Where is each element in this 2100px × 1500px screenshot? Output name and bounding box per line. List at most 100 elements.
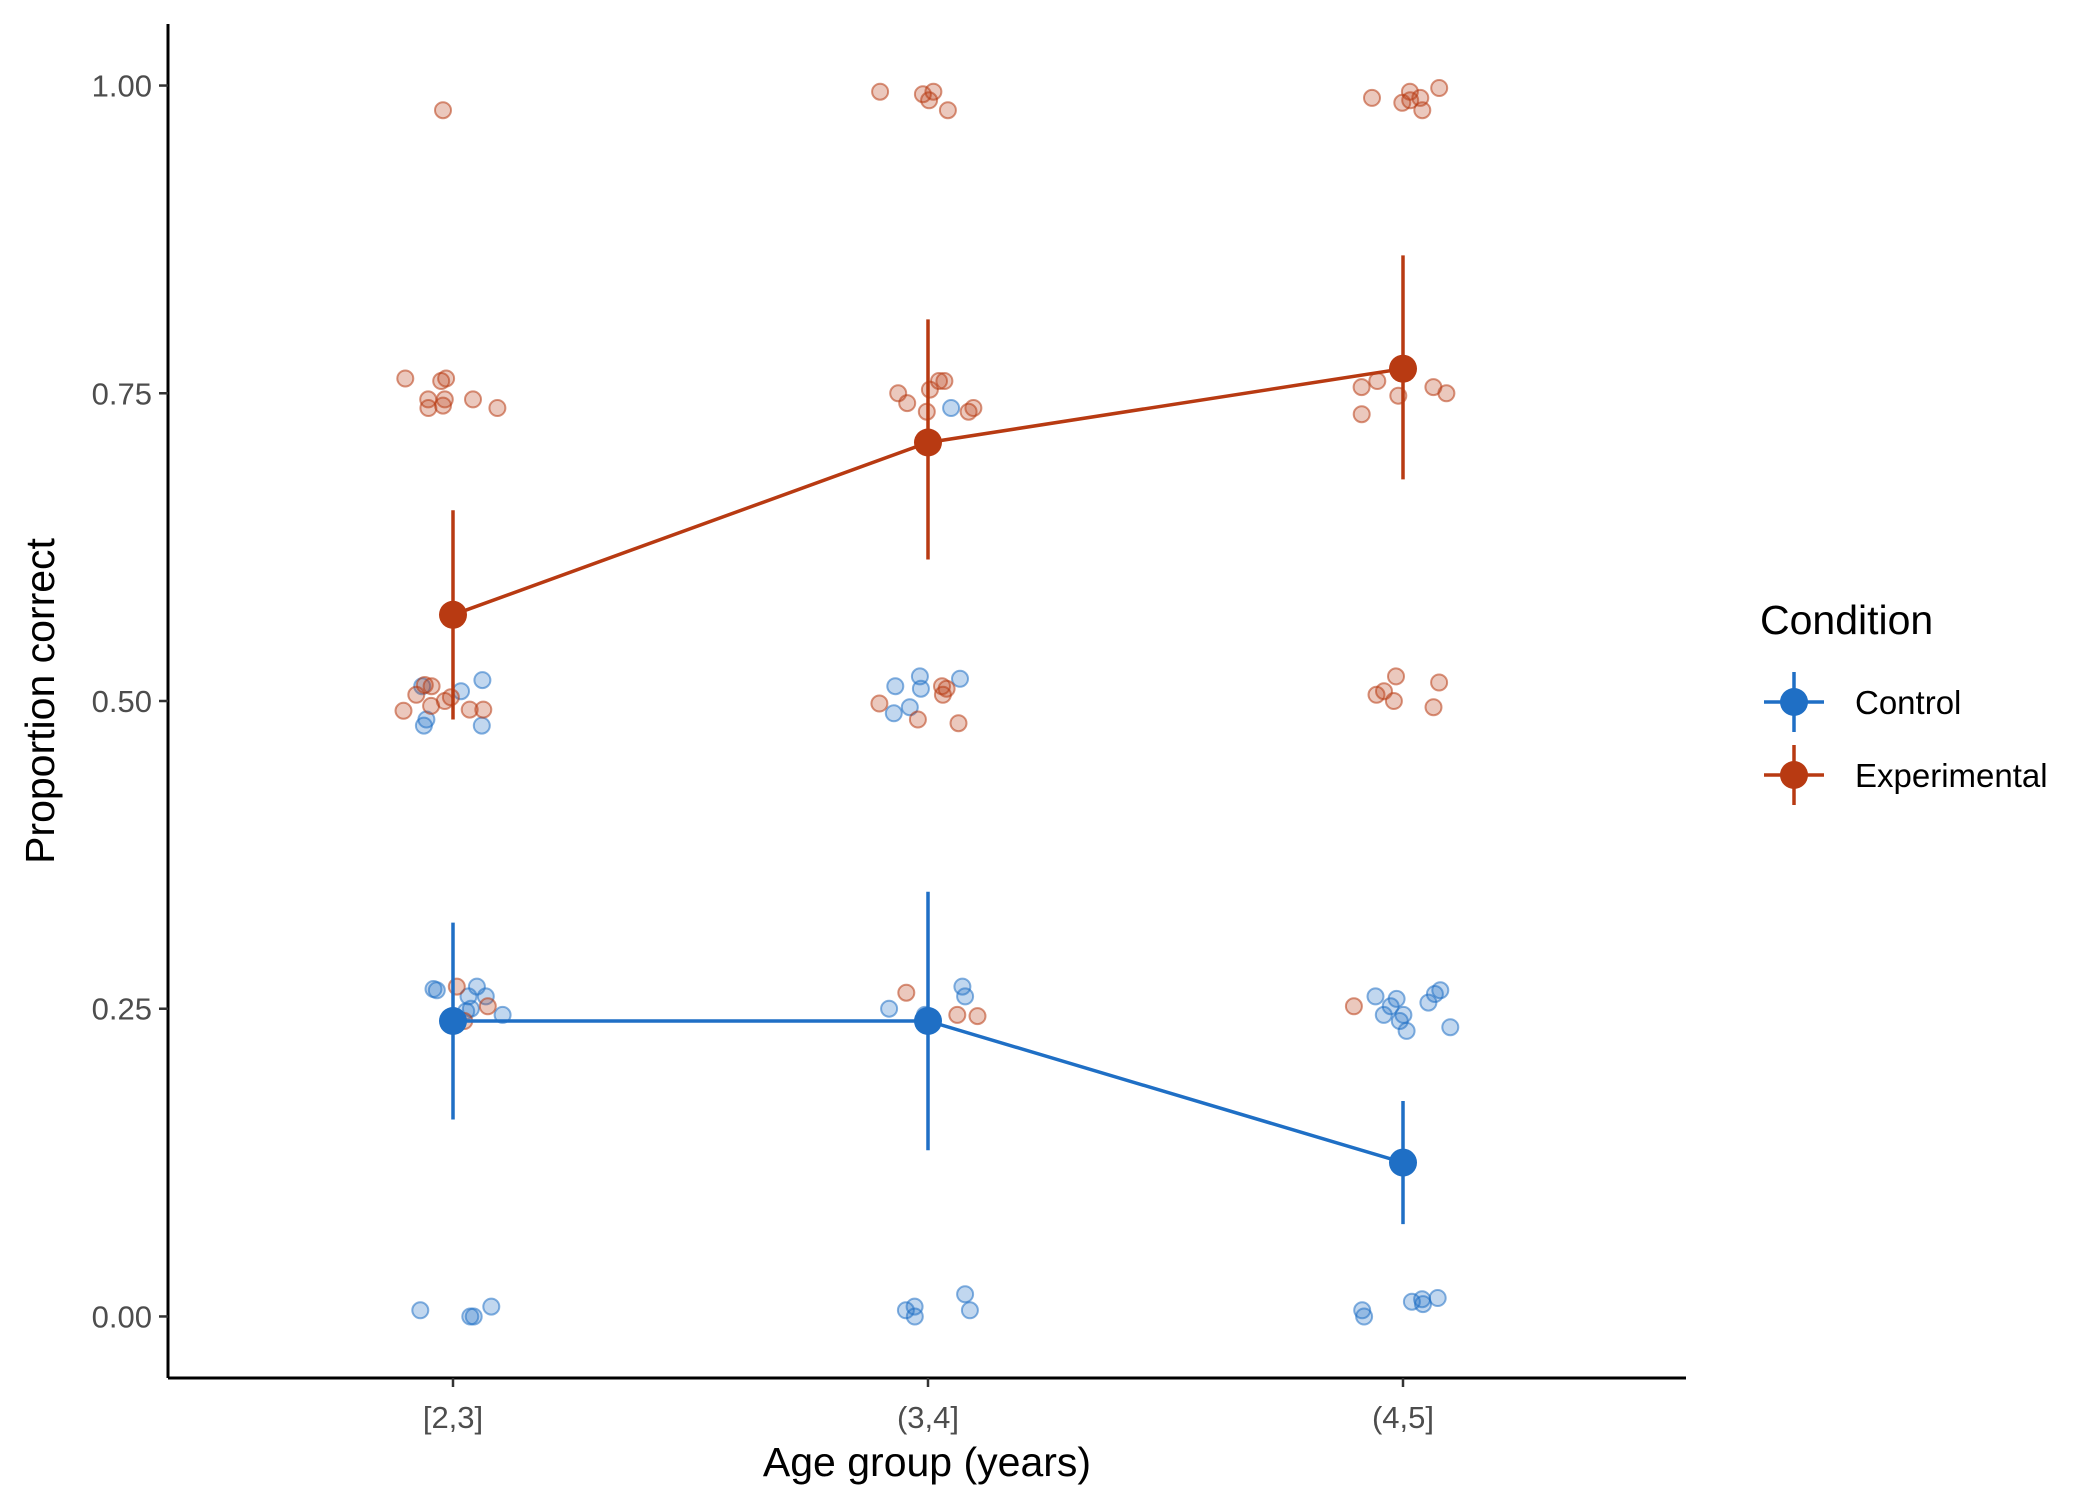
data-point: [1344, 997, 1363, 1016]
data-point: [951, 669, 969, 688]
data-point: [938, 101, 957, 120]
data-point: [493, 1005, 512, 1024]
data-point: [956, 1285, 975, 1304]
mean-point: [439, 1007, 467, 1035]
data-point: [1352, 405, 1371, 424]
y-tick-label: 0.25: [92, 992, 152, 1027]
jitter-points-layer: [394, 79, 1460, 1326]
data-point: [896, 1301, 915, 1320]
data-point: [478, 997, 497, 1016]
mean-point: [1389, 354, 1417, 383]
data-point: [411, 1301, 430, 1320]
data-point: [1368, 372, 1387, 390]
data-point: [959, 402, 978, 421]
data-point: [488, 399, 507, 417]
data-point: [900, 698, 919, 717]
data-point: [953, 977, 972, 996]
data-point: [394, 701, 413, 720]
data-point: [935, 372, 954, 390]
data-point: [1352, 378, 1371, 397]
data-point: [1424, 378, 1443, 397]
data-point: [1424, 698, 1443, 717]
data-point: [1387, 667, 1405, 686]
legend-label: Experimental: [1855, 757, 2048, 794]
data-point: [422, 677, 441, 696]
data-point: [1428, 1289, 1447, 1307]
data-point: [472, 716, 491, 735]
data-point: [447, 977, 466, 996]
data-point: [427, 981, 446, 1000]
data-point: [1384, 692, 1403, 710]
data-point: [435, 390, 454, 409]
data-point: [1430, 79, 1449, 97]
data-point: [1367, 685, 1386, 704]
mean-point: [439, 600, 467, 629]
data-point: [924, 82, 943, 101]
series-layer: [439, 255, 1417, 1225]
data-point: [897, 983, 916, 1002]
data-point: [968, 1007, 987, 1026]
data-point: [960, 1301, 979, 1320]
data-point: [1425, 985, 1444, 1003]
data-point: [930, 372, 948, 390]
legend-label: Control: [1855, 684, 1961, 721]
data-point: [937, 679, 956, 698]
y-tick-label: 0.75: [92, 376, 152, 411]
data-point: [1413, 1290, 1432, 1309]
mean-point: [1389, 1148, 1417, 1177]
data-point: [482, 1297, 501, 1316]
data-point: [889, 384, 908, 403]
legend-item-control: Control: [1764, 672, 1961, 732]
data-point: [1441, 1018, 1460, 1037]
data-point: [396, 369, 415, 388]
data-point: [905, 1307, 924, 1326]
data-point: [1387, 989, 1406, 1008]
legend: Condition Control Experimental: [1760, 597, 2048, 805]
x-axis-title: Age group (years): [763, 1439, 1091, 1485]
legend-item-experimental: Experimental: [1764, 745, 2048, 805]
data-point: [419, 390, 438, 409]
data-point: [1374, 1005, 1393, 1024]
series-control: [439, 891, 1417, 1225]
data-point: [464, 390, 482, 409]
y-tick-label: 0.00: [92, 1299, 152, 1334]
data-point: [942, 399, 961, 417]
data-point: [415, 676, 434, 694]
data-point: [1353, 1301, 1372, 1320]
data-point: [1413, 101, 1432, 120]
data-point: [437, 369, 456, 388]
data-point: [884, 704, 903, 723]
mean-point: [914, 428, 942, 457]
data-point: [1430, 673, 1449, 692]
y-axis-title: Proportion correct: [17, 537, 63, 863]
y-tick-label: 1.00: [92, 69, 152, 104]
data-point: [434, 101, 452, 120]
data-point: [441, 688, 460, 707]
data-point: [911, 679, 930, 698]
legend-marker: [1780, 688, 1808, 716]
data-point: [467, 977, 486, 996]
y-ticks: 0.00 0.25 0.50 0.75 1.00: [92, 69, 168, 1334]
data-point: [948, 1005, 967, 1024]
x-tick-label: (4,5]: [1372, 1400, 1434, 1435]
data-point: [414, 716, 433, 735]
series-experimental: [439, 255, 1417, 720]
data-point: [1401, 91, 1420, 110]
legend-marker: [1780, 761, 1808, 789]
data-point: [871, 82, 890, 101]
y-tick-label: 0.50: [92, 684, 152, 719]
data-point: [886, 677, 905, 696]
data-point: [1366, 987, 1385, 1006]
x-ticks: [2,3] (3,4] (4,5]: [423, 1378, 1434, 1435]
mean-point: [914, 1007, 942, 1035]
data-point: [473, 671, 492, 690]
data-point: [1397, 1021, 1416, 1040]
data-point: [870, 694, 889, 713]
data-point: [464, 1307, 483, 1326]
x-tick-label: (3,4]: [897, 1400, 959, 1435]
data-point: [949, 714, 968, 733]
legend-items: Control Experimental: [1764, 672, 2048, 805]
data-point: [880, 999, 899, 1018]
data-point: [920, 91, 939, 110]
